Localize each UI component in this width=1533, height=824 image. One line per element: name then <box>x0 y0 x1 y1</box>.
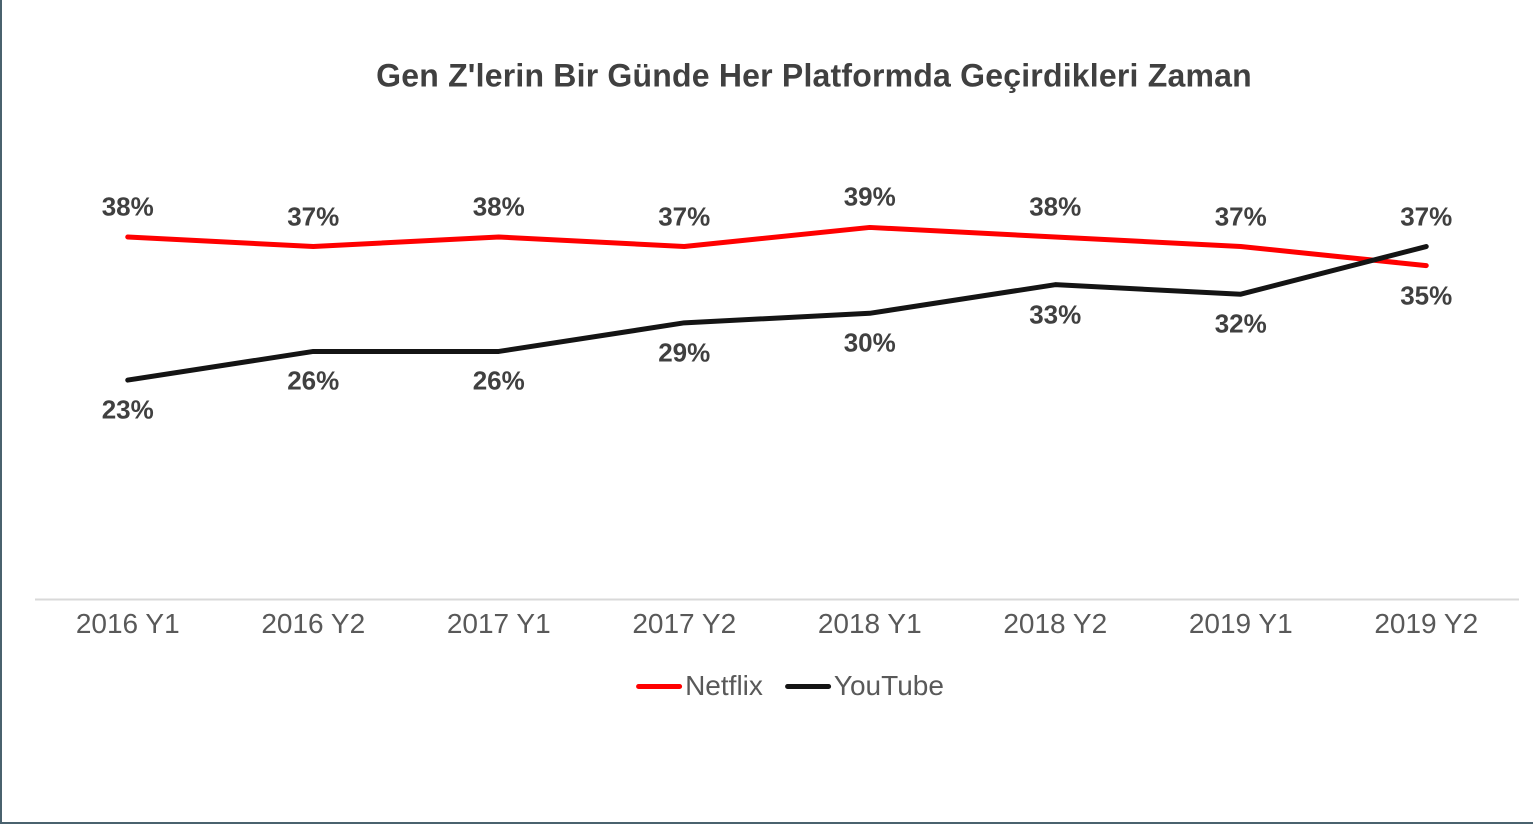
chart-title: Gen Z'lerin Bir Günde Her Platformda Geç… <box>376 57 1252 94</box>
netflix-data-label: 38% <box>1029 191 1082 222</box>
netflix-data-label: 38% <box>472 191 525 222</box>
netflix-data-label: 37% <box>1214 201 1267 232</box>
x-axis-label: 2019 Y1 <box>1188 608 1293 639</box>
x-axis-label: 2017 Y2 <box>632 608 737 639</box>
netflix-data-label: 37% <box>658 201 711 232</box>
youtube-data-label: 32% <box>1214 308 1267 339</box>
legend: Netflix YouTube <box>636 670 944 702</box>
x-axis-label: 2016 Y1 <box>75 608 180 639</box>
netflix-data-label: 37% <box>287 201 340 232</box>
legend-item-netflix: Netflix <box>636 670 763 702</box>
youtube-data-label: 33% <box>1029 299 1082 330</box>
x-axis-label: 2018 Y1 <box>817 608 922 639</box>
netflix-data-label: 38% <box>101 191 154 222</box>
youtube-data-label: 37% <box>1400 201 1453 232</box>
youtube-data-label: 30% <box>843 327 896 358</box>
netflix-data-label: 35% <box>1400 280 1453 311</box>
youtube-legend-line-icon <box>784 683 831 689</box>
youtube-series-line <box>125 244 1429 383</box>
legend-item-youtube: YouTube <box>784 670 944 702</box>
legend-label: YouTube <box>833 670 944 701</box>
youtube-data-label: 26% <box>287 365 340 396</box>
legend-label: Netflix <box>685 670 763 701</box>
netflix-series-line <box>125 224 1429 269</box>
youtube-data-label: 23% <box>101 394 154 425</box>
x-axis-label: 2019 Y2 <box>1374 608 1479 639</box>
youtube-data-label: 26% <box>472 365 525 396</box>
x-axis-label: 2018 Y2 <box>1003 608 1108 639</box>
youtube-data-label: 29% <box>658 337 711 368</box>
x-axis-label: 2016 Y2 <box>261 608 366 639</box>
x-axis-label: 2017 Y1 <box>446 608 551 639</box>
netflix-legend-line-icon <box>636 683 683 689</box>
netflix-data-label: 39% <box>843 181 896 212</box>
